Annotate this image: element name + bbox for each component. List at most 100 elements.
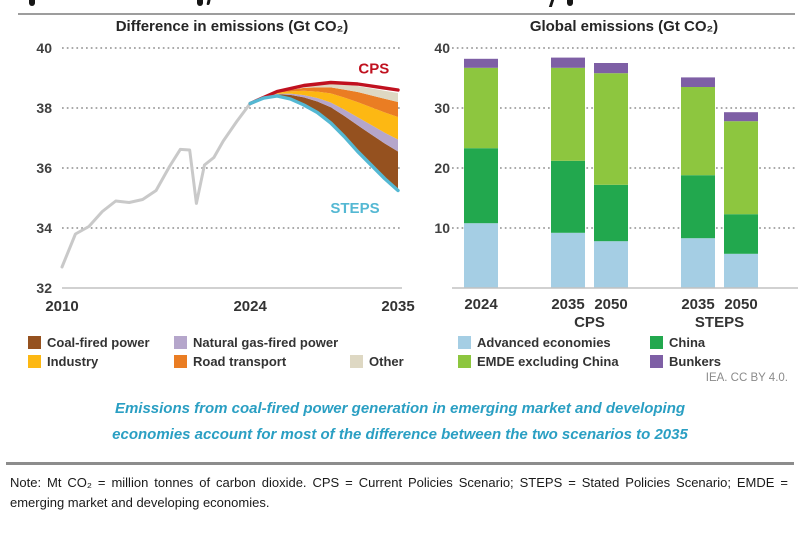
legends-row: Coal-fired power Natural gas-fired power I… [0,335,800,369]
global-emissions-chart-title: Global emissions (Gt CO₂) [529,18,719,35]
legend-item-china: China [650,335,705,350]
legend-row: Advanced economies China [458,335,800,350]
bar-4-bunkers [724,112,758,122]
bar-3-china [681,175,715,239]
legend-swatch [458,355,471,368]
y-tick-label: 38 [36,100,52,116]
legend-label: Natural gas-fired power [193,335,339,350]
difference-chart-canvas: 40 38 36 34 32 2010 2024 2035 CPS STEPS [36,40,414,315]
global-emissions-chart-plot: 40 30 20 10 2024 2035 2050 2035 2050 CPS STEPS [424,35,800,331]
note-rule [6,461,794,465]
band-road-transport [250,87,398,117]
legend-item-bunkers: Bunkers [650,354,721,369]
legend-item-industry: Industry [28,354,174,369]
legend-swatch [174,355,187,368]
difference-chart-panel: Difference in emissions (Gt CO₂) 40 38 36 3… [8,17,418,331]
x-tick-label: 2035 [551,296,584,313]
y-tick-label: 36 [36,160,52,176]
y-tick-label: 30 [434,100,450,116]
legend-label: EMDE excluding China [477,354,619,369]
legend-label: Bunkers [669,354,722,369]
bar-4-emde-excluding-china [724,121,758,215]
steps-line [248,94,400,193]
legend-row: EMDE excluding China Bunkers [458,354,800,369]
bar-4-china [724,214,758,254]
bar-0-bunkers [464,58,498,68]
figure-caption-line-2: economies account for most of the differ… [112,426,688,444]
bar-0-emde-excluding-china [464,67,498,149]
cropped-figure-title [0,0,800,13]
legend-label: China [669,335,706,350]
bar-2-china [594,184,628,242]
legend-label: Coal-fired power [47,335,150,350]
band-coal-fired-power [250,94,398,191]
cropped-title-glyph [197,0,203,6]
band-other [250,83,398,104]
steps-label: STEPS [330,200,379,217]
cropped-title-glyph [548,0,555,7]
x-tick-label: 2024 [233,298,267,315]
legend-item-emde-excluding-china: EMDE excluding China [458,354,650,369]
bar-0-advanced-economies [464,223,498,288]
legend-swatch [650,336,663,349]
scenario-group-label: STEPS [695,314,744,331]
x-tick-label: 2010 [45,298,78,315]
band-industry [250,90,398,140]
bar-4-advanced-economies [724,253,758,288]
legend-label: Industry [47,354,99,369]
legend-swatch [650,355,663,368]
x-tick-label: 2024 [464,296,498,313]
legend-swatch [350,355,363,368]
x-tick-label: 2035 [381,298,414,315]
legend-item-advanced-economies: Advanced economies [458,335,650,350]
y-tick-label: 10 [434,220,450,236]
y-tick-label: 32 [36,280,52,296]
global-emissions-chart-legend: Advanced economies China EMDE excluding Ch… [424,335,800,369]
bar-1-china [551,160,585,233]
figure-caption: Emissions from coal-fired power generati… [0,396,800,449]
cropped-title-glyph [567,0,573,6]
bar-1-emde-excluding-china [551,67,585,161]
global-emissions-chart-panel: Global emissions (Gt CO₂) 40 30 20 10 2024 20… [424,17,800,331]
y-tick-label: 20 [434,160,450,176]
bar-3-bunkers [681,77,715,87]
x-tick-label: 2050 [724,296,757,313]
scenario-group-label: CPS [574,314,605,331]
bar-0-china [464,148,498,224]
legend-item-road-transport: Road transport [174,354,350,369]
bar-1-advanced-economies [551,232,585,288]
bar-3-emde-excluding-china [681,87,715,176]
legend-swatch [458,336,471,349]
legend-label: Other [369,354,404,369]
legend-swatch [28,336,41,349]
charts-row: Difference in emissions (Gt CO₂) 40 38 36 3… [0,17,800,331]
y-tick-label: 40 [434,40,450,56]
x-tick-label: 2050 [594,296,627,313]
legend-item-natural-gas-fired-power: Natural gas-fired power [174,335,350,350]
y-tick-label: 40 [36,40,52,56]
legend-row: Industry Road transport Other [28,354,418,369]
historical-emissions-line [60,102,252,269]
cps-label: CPS [358,61,389,78]
legend-swatch [28,355,41,368]
bar-2-emde-excluding-china [594,73,628,185]
difference-chart-title: Difference in emissions (Gt CO₂) [115,18,349,35]
bar-1-bunkers [551,57,585,68]
bar-2-advanced-economies [594,241,628,288]
difference-chart-legend: Coal-fired power Natural gas-fired power I… [8,335,418,369]
legend-label: Road transport [193,354,287,369]
x-tick-label: 2035 [681,296,714,313]
cps-line [248,80,400,106]
legend-item-other: Other [350,354,404,369]
bar-3-advanced-economies [681,238,715,288]
cropped-title-glyph [206,0,211,5]
note-text: Note: Mt CO₂ = million tonnes of carbon … [10,474,788,510]
difference-chart-plot: 40 38 36 34 32 2010 2024 2035 CPS STEPS [8,35,418,331]
legend-label: Advanced economies [477,335,611,350]
y-tick-label: 34 [36,220,52,236]
figure-caption-line-1: Emissions from coal-fired power generati… [114,400,686,417]
cropped-title-glyph [29,0,35,6]
bar-2-bunkers [594,63,628,74]
